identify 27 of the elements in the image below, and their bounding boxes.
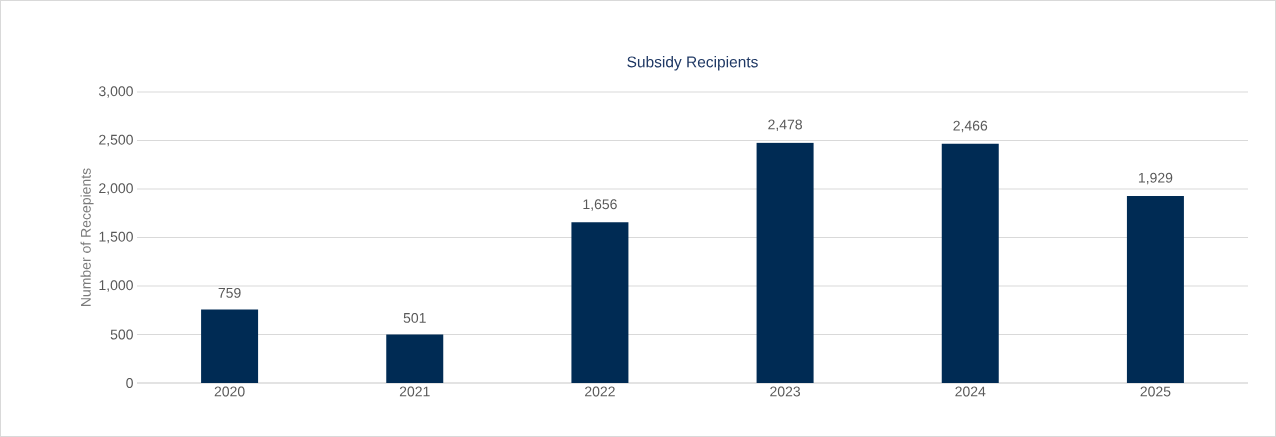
bar bbox=[756, 142, 814, 383]
bar bbox=[386, 334, 444, 383]
chart-title: Subsidy Recipients bbox=[627, 56, 758, 71]
data-label: 2,466 bbox=[953, 120, 988, 133]
x-tick-label: 2021 bbox=[399, 386, 430, 397]
bar bbox=[571, 222, 629, 383]
y-tick-label: 0 bbox=[126, 378, 133, 388]
x-tick-label: 2020 bbox=[214, 386, 245, 397]
bar bbox=[1126, 195, 1184, 383]
bar bbox=[201, 309, 259, 383]
data-label: 2,478 bbox=[768, 119, 802, 132]
x-tick-label: 2022 bbox=[585, 386, 615, 397]
y-tick-label: 500 bbox=[110, 329, 133, 340]
y-tick-label: 2,500 bbox=[99, 134, 133, 147]
bar bbox=[941, 143, 999, 383]
x-tick-label: 2023 bbox=[770, 386, 801, 397]
data-label: 1,929 bbox=[1138, 172, 1173, 185]
y-tick-label: 1,000 bbox=[99, 280, 133, 292]
data-label: 759 bbox=[218, 287, 241, 298]
y-tick-label: 1,500 bbox=[99, 231, 133, 244]
x-tick-label: 2024 bbox=[955, 386, 986, 397]
y-tick-label: 3,000 bbox=[98, 86, 133, 98]
data-label: 501 bbox=[403, 312, 426, 323]
y-axis-title: Number of Recepients bbox=[80, 168, 94, 306]
data-label: 1,656 bbox=[583, 199, 617, 211]
y-tick-label: 2,000 bbox=[99, 183, 133, 195]
x-tick-label: 2025 bbox=[1140, 386, 1171, 397]
